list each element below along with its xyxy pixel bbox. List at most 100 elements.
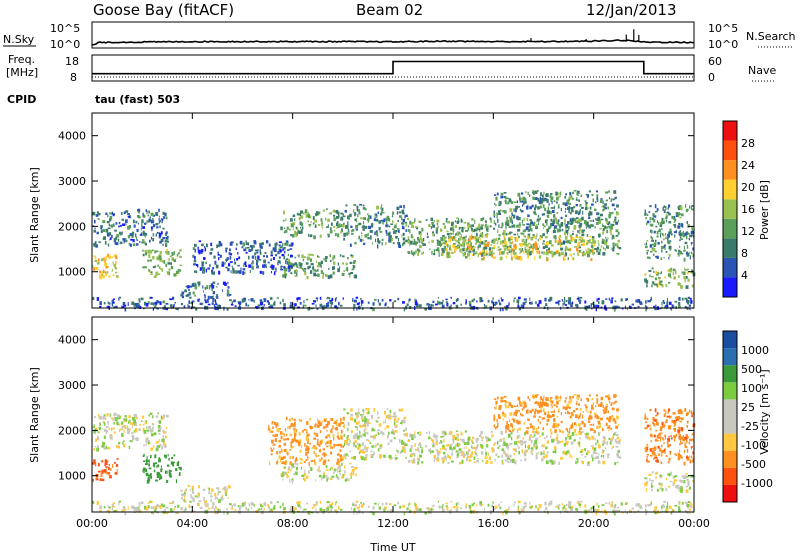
heatmap-cell <box>241 298 245 303</box>
heatmap-cell <box>560 222 564 224</box>
heatmap-cell <box>598 243 600 246</box>
heatmap-cell <box>327 275 331 279</box>
heatmap-cell <box>165 435 168 438</box>
heatmap-cell <box>148 463 150 467</box>
heatmap-cell <box>571 257 573 260</box>
heatmap-cell <box>157 273 161 275</box>
heatmap-cell <box>357 447 359 451</box>
heatmap-cell <box>108 223 111 227</box>
heatmap-cell <box>596 304 600 308</box>
heatmap-cell <box>530 244 533 249</box>
heatmap-cell <box>668 472 671 477</box>
heatmap-cell <box>552 424 555 429</box>
heatmap-cell <box>418 451 421 453</box>
heatmap-cell <box>463 245 465 249</box>
heatmap-cell <box>315 224 317 227</box>
heatmap-cell <box>328 268 330 270</box>
heatmap-cell <box>358 222 362 226</box>
heatmap-cell <box>218 270 221 275</box>
heatmap-cell <box>358 420 360 424</box>
heatmap-cell <box>689 460 691 464</box>
heatmap-cell <box>484 243 488 247</box>
heatmap-cell <box>655 429 658 432</box>
heatmap-cell <box>129 420 131 422</box>
heatmap-cell <box>596 425 599 429</box>
heatmap-cell <box>506 305 509 308</box>
heatmap-cell <box>577 242 581 245</box>
heatmap-cell <box>229 253 233 256</box>
heatmap-cell <box>116 458 119 460</box>
heatmap-cell <box>113 416 116 420</box>
heatmap-cell <box>350 413 353 417</box>
heatmap-cell <box>263 259 266 264</box>
heatmap-cell <box>504 414 507 418</box>
heatmap-cell <box>348 230 350 235</box>
heatmap-cell <box>333 422 335 424</box>
heatmap-cell <box>121 218 124 221</box>
heatmap-cell <box>148 459 150 463</box>
heatmap-cell <box>555 217 557 220</box>
heatmap-cell <box>311 447 315 449</box>
heatmap-cell <box>347 422 350 426</box>
heatmap-cell <box>210 252 213 255</box>
heatmap-cell <box>603 411 606 415</box>
heatmap-cell <box>130 238 133 241</box>
heatmap-cell <box>370 450 373 453</box>
heatmap-cell <box>139 300 141 303</box>
heatmap-cell <box>436 456 440 461</box>
heatmap-cell <box>457 245 459 249</box>
heatmap-cell <box>243 299 246 302</box>
heatmap-cell <box>444 431 447 435</box>
heatmap-cell <box>155 212 159 216</box>
heatmap-cell <box>318 262 321 266</box>
heatmap-cell <box>162 211 165 215</box>
heatmap-cell <box>393 228 395 231</box>
heatmap-cell <box>145 209 147 212</box>
heatmap-cell <box>350 417 354 421</box>
heatmap-cell <box>103 428 107 432</box>
heatmap-cell <box>461 438 464 443</box>
heatmap-cell <box>526 223 530 226</box>
heatmap-cell <box>93 448 95 451</box>
heatmap-cell <box>500 297 502 299</box>
heatmap-cell <box>595 455 598 459</box>
heatmap-cell <box>373 451 375 456</box>
heatmap-cell <box>518 235 520 239</box>
heatmap-cell <box>599 423 602 428</box>
heatmap-cell <box>168 472 172 477</box>
heatmap-cell <box>505 197 509 200</box>
heatmap-cell <box>347 454 349 457</box>
heatmap-cell <box>113 238 117 242</box>
heatmap-cell <box>686 271 689 275</box>
heatmap-cell <box>136 239 139 241</box>
heatmap-cell <box>332 258 334 261</box>
heatmap-cell <box>190 494 192 498</box>
heatmap-cell <box>157 412 159 415</box>
heatmap-cell <box>537 206 541 210</box>
heatmap-cell <box>542 427 545 431</box>
heatmap-cell <box>268 302 270 305</box>
heatmap-cell <box>560 247 564 251</box>
heatmap-cell <box>556 440 560 445</box>
heatmap-cell <box>597 416 600 420</box>
heatmap-cell <box>304 270 306 273</box>
heatmap-cell <box>449 232 453 235</box>
heatmap-cell <box>364 457 366 461</box>
heatmap-cell <box>512 224 515 227</box>
heatmap-cell <box>497 446 500 449</box>
heatmap-cell <box>147 214 149 217</box>
heatmap-cell <box>141 420 143 422</box>
heatmap-cell <box>299 449 302 453</box>
heatmap-cell <box>291 438 295 442</box>
heatmap-cell <box>142 266 146 269</box>
heatmap-cell <box>443 245 446 250</box>
heatmap-cell <box>407 225 410 228</box>
heatmap-cell <box>136 229 139 233</box>
heatmap-cell <box>121 425 125 428</box>
heatmap-cell <box>545 251 549 256</box>
heatmap-cell <box>276 297 279 299</box>
heatmap-cell <box>349 213 352 218</box>
heatmap-cell <box>644 304 647 307</box>
heatmap-cell <box>364 431 366 436</box>
heatmap-cell <box>551 222 555 227</box>
